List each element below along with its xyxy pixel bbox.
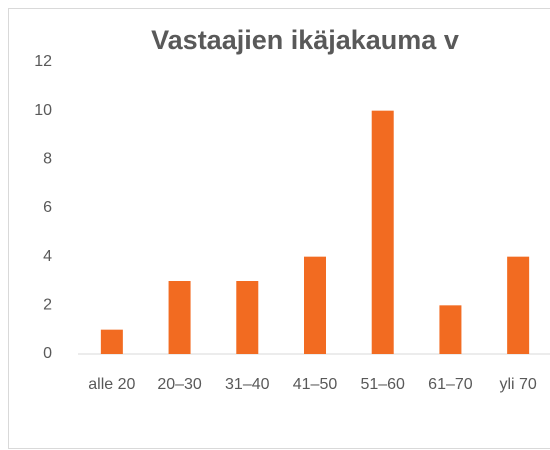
y-tick-label: 12 [34,53,52,70]
bar [168,281,191,354]
x-tick-label: 61–70 [428,376,473,393]
bar [100,329,123,354]
x-tick-label: 31–40 [225,376,270,393]
bar [236,281,259,354]
chart-border [8,8,550,449]
y-tick-label: 0 [43,345,52,362]
bar [371,110,394,355]
y-tick-label: 6 [43,199,52,216]
bar [304,256,326,354]
y-tick-label: 8 [43,151,52,168]
y-tick-label: 2 [43,297,52,314]
x-tick-label: 20–30 [157,376,202,393]
x-tick-label: 51–60 [360,376,405,393]
x-tick-label: alle 20 [88,376,135,393]
bar [439,305,462,354]
chart-title: Vastaajien ikäjakauma v [151,25,459,55]
x-tick-label: yli 70 [499,376,536,393]
y-tick-label: 10 [34,102,52,119]
x-tick-label: 41–50 [293,376,338,393]
y-tick-label: 4 [43,248,52,265]
bar [507,256,530,354]
